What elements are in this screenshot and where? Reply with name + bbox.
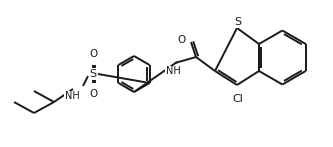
- Text: Cl: Cl: [232, 94, 243, 104]
- Text: NH: NH: [166, 66, 180, 76]
- Text: O: O: [89, 89, 97, 99]
- Text: O: O: [178, 35, 186, 45]
- Text: S: S: [234, 17, 241, 27]
- Text: S: S: [90, 69, 97, 79]
- Text: O: O: [89, 49, 97, 59]
- Text: NH: NH: [65, 91, 79, 101]
